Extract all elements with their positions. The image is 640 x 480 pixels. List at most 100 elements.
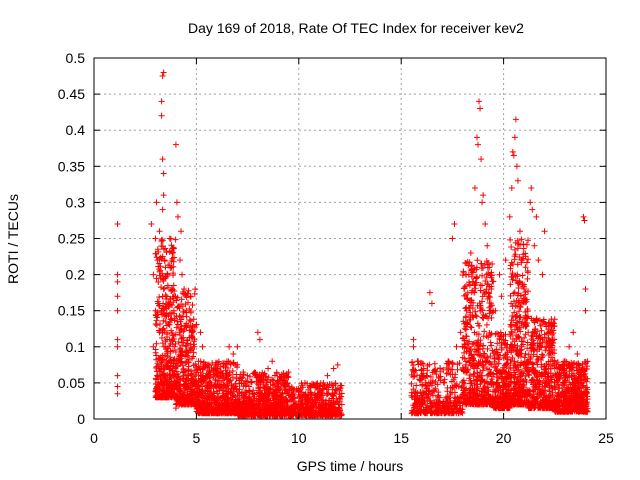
data-point	[420, 360, 427, 367]
data-point	[154, 372, 161, 379]
data-point	[282, 397, 289, 404]
data-point	[277, 411, 284, 418]
data-point	[156, 268, 163, 275]
data-point	[545, 365, 552, 372]
data-point	[237, 408, 244, 415]
data-point	[507, 281, 514, 288]
data-point	[435, 392, 442, 399]
data-point	[517, 369, 524, 376]
data-point	[183, 313, 190, 320]
data-point	[425, 387, 432, 394]
data-point	[527, 354, 534, 361]
data-point	[434, 401, 441, 408]
data-point	[493, 385, 500, 392]
data-point	[536, 377, 543, 384]
data-point	[200, 402, 207, 409]
data-point	[494, 404, 501, 411]
data-point	[251, 369, 258, 376]
data-point	[462, 361, 469, 368]
data-point	[252, 408, 259, 415]
data-point	[206, 368, 213, 375]
data-point	[440, 366, 447, 373]
data-point	[479, 298, 486, 305]
data-point	[177, 393, 184, 400]
data-point	[467, 390, 474, 397]
data-point	[178, 352, 185, 359]
data-point	[538, 373, 545, 380]
data-point	[460, 391, 467, 398]
data-point	[508, 259, 515, 266]
data-point	[519, 401, 526, 408]
data-point	[537, 322, 544, 329]
data-point	[500, 376, 507, 383]
data-point	[489, 261, 496, 268]
data-point	[174, 363, 181, 370]
data-point	[502, 351, 509, 358]
data-point	[195, 363, 202, 370]
data-point	[236, 374, 243, 381]
data-point	[323, 390, 330, 397]
data-point	[244, 378, 251, 385]
data-point	[157, 254, 164, 261]
data-point	[507, 392, 514, 399]
data-point	[170, 332, 177, 339]
data-point	[534, 328, 541, 335]
data-point	[190, 316, 197, 323]
data-point	[545, 393, 552, 400]
data-point	[473, 264, 480, 271]
data-point	[525, 358, 532, 365]
data-point	[183, 337, 190, 344]
data-point	[584, 386, 591, 393]
data-point	[462, 326, 469, 333]
data-point	[517, 328, 524, 335]
data-point	[199, 386, 206, 393]
data-point	[212, 377, 219, 384]
data-point	[304, 410, 311, 417]
data-point	[316, 405, 323, 412]
data-point	[297, 397, 304, 404]
data-point	[329, 391, 336, 398]
data-point	[466, 372, 473, 379]
data-point	[409, 366, 416, 373]
data-point	[469, 287, 476, 294]
data-point	[159, 305, 166, 312]
data-point	[562, 372, 569, 379]
data-point	[167, 316, 174, 323]
data-point	[528, 404, 535, 411]
data-point	[531, 319, 538, 326]
data-point	[550, 320, 557, 327]
data-point	[179, 348, 186, 355]
data-point	[197, 369, 204, 376]
data-point	[526, 372, 533, 379]
data-point	[210, 367, 217, 374]
data-point	[466, 297, 473, 304]
data-point	[470, 387, 477, 394]
data-point	[511, 374, 518, 381]
data-point	[183, 347, 190, 354]
data-point	[447, 366, 454, 373]
data-point	[466, 316, 473, 323]
data-point	[509, 344, 516, 351]
data-point	[536, 342, 543, 349]
data-point	[305, 393, 312, 400]
data-point	[461, 285, 468, 292]
data-point	[159, 379, 166, 386]
data-point	[498, 332, 505, 339]
data-point	[507, 323, 514, 330]
data-point	[470, 373, 477, 380]
data-point	[479, 272, 486, 279]
data-point	[469, 363, 476, 370]
data-point	[197, 381, 204, 388]
data-point	[156, 294, 163, 301]
data-point	[497, 400, 504, 407]
data-point	[255, 384, 262, 391]
data-point	[512, 302, 519, 309]
data-point	[181, 382, 188, 389]
data-point	[437, 373, 444, 380]
data-point	[546, 337, 553, 344]
data-point	[448, 410, 455, 417]
data-point	[278, 401, 285, 408]
data-point	[154, 360, 161, 367]
data-point	[551, 347, 558, 354]
data-point	[482, 358, 489, 365]
